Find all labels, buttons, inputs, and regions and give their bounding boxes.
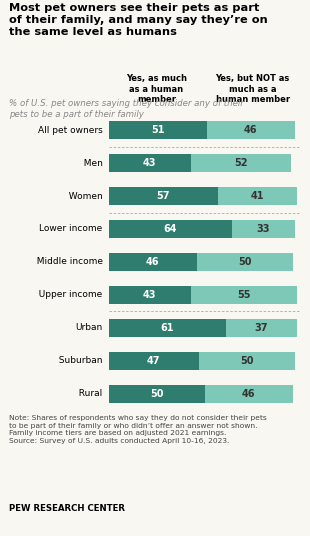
Bar [108, 154, 191, 172]
Text: % of U.S. pet owners saying they consider any of their
pets to be a part of thei: % of U.S. pet owners saying they conside… [9, 99, 244, 120]
Text: 43: 43 [143, 290, 157, 300]
Bar [226, 319, 297, 337]
Text: 50: 50 [240, 356, 254, 366]
Text: 52: 52 [234, 158, 248, 168]
Text: Note: Shares of respondents who say they do not consider their pets
to be part o: Note: Shares of respondents who say they… [9, 415, 267, 444]
Bar [191, 286, 297, 304]
Text: 43: 43 [143, 158, 157, 168]
Text: 61: 61 [160, 323, 174, 333]
Bar [197, 253, 293, 271]
Text: 57: 57 [157, 191, 170, 201]
Text: All pet owners: All pet owners [38, 126, 103, 135]
Text: Women: Women [63, 191, 103, 200]
Text: Yes, as much
as a human
member: Yes, as much as a human member [126, 74, 187, 104]
Text: Lower income: Lower income [39, 225, 103, 234]
Bar [108, 352, 199, 370]
Bar [108, 187, 218, 205]
Bar [205, 384, 293, 403]
Text: 47: 47 [147, 356, 160, 366]
Text: Upper income: Upper income [33, 291, 103, 299]
Text: 64: 64 [163, 224, 177, 234]
Bar [108, 319, 226, 337]
Text: 55: 55 [237, 290, 251, 300]
Bar [218, 187, 297, 205]
Bar [108, 384, 205, 403]
Text: Most pet owners see their pets as part
of their family, and many say they’re on
: Most pet owners see their pets as part o… [9, 3, 268, 38]
Text: Urban: Urban [75, 323, 103, 332]
Text: Suburban: Suburban [53, 356, 103, 365]
Text: 46: 46 [244, 125, 258, 135]
Text: Men: Men [78, 159, 103, 168]
Bar [108, 253, 197, 271]
Text: Yes, but NOT as
much as a
human member: Yes, but NOT as much as a human member [215, 74, 290, 104]
Bar [108, 286, 191, 304]
Text: 46: 46 [146, 257, 159, 267]
Text: 41: 41 [251, 191, 264, 201]
Text: Middle income: Middle income [31, 257, 103, 266]
Text: 33: 33 [256, 224, 270, 234]
Text: 50: 50 [150, 389, 163, 399]
Text: 51: 51 [151, 125, 164, 135]
Text: 46: 46 [242, 389, 255, 399]
Bar [206, 121, 295, 139]
Text: 37: 37 [255, 323, 268, 333]
Text: PEW RESEARCH CENTER: PEW RESEARCH CENTER [9, 504, 125, 513]
Text: Rural: Rural [73, 389, 103, 398]
Bar [108, 220, 232, 238]
Bar [191, 154, 291, 172]
Bar [108, 121, 206, 139]
Bar [199, 352, 295, 370]
Text: 50: 50 [238, 257, 252, 267]
Bar [232, 220, 295, 238]
